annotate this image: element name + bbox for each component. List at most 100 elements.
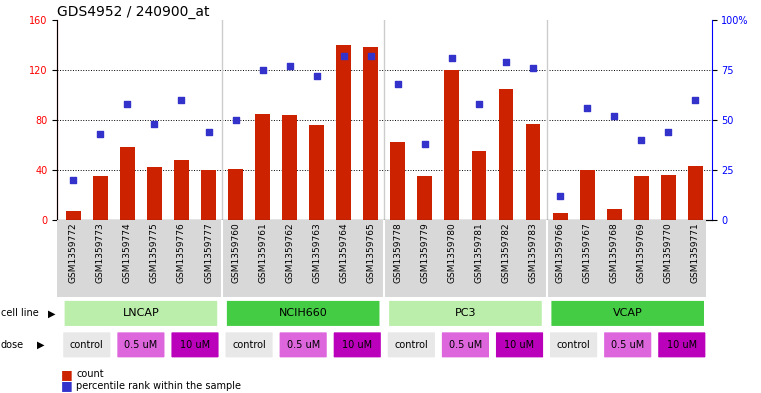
Text: 10 uM: 10 uM — [667, 340, 697, 350]
Text: LNCAP: LNCAP — [123, 309, 159, 318]
Text: ▶: ▶ — [37, 340, 44, 350]
Text: control: control — [557, 340, 591, 350]
Text: count: count — [76, 369, 103, 379]
FancyBboxPatch shape — [224, 331, 274, 358]
Point — [500, 59, 512, 65]
Text: GSM1359769: GSM1359769 — [637, 222, 646, 283]
FancyBboxPatch shape — [116, 331, 166, 358]
Text: GSM1359778: GSM1359778 — [393, 222, 403, 283]
Point — [148, 121, 161, 127]
Bar — [201, 170, 216, 220]
Point — [338, 53, 350, 59]
Text: control: control — [394, 340, 428, 350]
FancyBboxPatch shape — [333, 331, 382, 358]
Text: GSM1359766: GSM1359766 — [556, 222, 565, 283]
Text: 10 uM: 10 uM — [180, 340, 210, 350]
Text: GSM1359779: GSM1359779 — [420, 222, 429, 283]
Text: percentile rank within the sample: percentile rank within the sample — [76, 381, 241, 391]
FancyBboxPatch shape — [658, 331, 706, 358]
FancyBboxPatch shape — [441, 331, 490, 358]
Text: 0.5 uM: 0.5 uM — [124, 340, 158, 350]
FancyBboxPatch shape — [64, 300, 218, 327]
Point — [608, 113, 620, 119]
Bar — [309, 125, 324, 220]
Point — [635, 137, 648, 143]
Text: GSM1359773: GSM1359773 — [96, 222, 105, 283]
Text: ■: ■ — [61, 367, 72, 381]
Text: VCAP: VCAP — [613, 309, 642, 318]
Text: GSM1359775: GSM1359775 — [150, 222, 159, 283]
Bar — [661, 175, 676, 220]
Text: GSM1359765: GSM1359765 — [366, 222, 375, 283]
Text: control: control — [70, 340, 103, 350]
Text: GSM1359761: GSM1359761 — [258, 222, 267, 283]
Text: 0.5 uM: 0.5 uM — [287, 340, 320, 350]
Point — [419, 141, 431, 147]
Text: GSM1359762: GSM1359762 — [285, 222, 295, 283]
Text: GSM1359783: GSM1359783 — [529, 222, 537, 283]
FancyBboxPatch shape — [62, 331, 111, 358]
Bar — [174, 160, 189, 220]
Text: GSM1359774: GSM1359774 — [123, 222, 132, 283]
Point — [446, 55, 458, 61]
Bar — [255, 114, 270, 220]
Point — [230, 117, 242, 123]
Text: NCIH660: NCIH660 — [279, 309, 327, 318]
Point — [202, 129, 215, 135]
Text: 10 uM: 10 uM — [505, 340, 534, 350]
FancyBboxPatch shape — [495, 331, 544, 358]
Bar — [93, 176, 108, 220]
Text: ■: ■ — [61, 379, 72, 393]
FancyBboxPatch shape — [226, 300, 380, 327]
Text: GSM1359770: GSM1359770 — [664, 222, 673, 283]
Text: control: control — [232, 340, 266, 350]
Bar — [390, 142, 406, 220]
Point — [365, 53, 377, 59]
Bar — [634, 176, 648, 220]
FancyBboxPatch shape — [550, 300, 705, 327]
Bar — [526, 124, 540, 220]
Bar — [552, 213, 568, 220]
Text: GSM1359782: GSM1359782 — [501, 222, 511, 283]
Point — [67, 177, 79, 183]
Bar — [688, 166, 702, 220]
Bar — [336, 45, 351, 220]
Bar — [228, 169, 243, 220]
Text: GSM1359767: GSM1359767 — [583, 222, 591, 283]
Bar — [418, 176, 432, 220]
Text: GDS4952 / 240900_at: GDS4952 / 240900_at — [57, 5, 209, 18]
Bar — [472, 151, 486, 220]
Text: GSM1359760: GSM1359760 — [231, 222, 240, 283]
Text: dose: dose — [1, 340, 24, 350]
Point — [392, 81, 404, 87]
Point — [94, 131, 107, 137]
Text: GSM1359780: GSM1359780 — [447, 222, 457, 283]
Point — [175, 97, 187, 103]
Point — [527, 64, 539, 71]
Point — [581, 105, 594, 111]
Point — [473, 101, 485, 107]
Point — [256, 67, 269, 73]
Bar — [147, 167, 162, 220]
Bar — [66, 211, 81, 220]
Bar — [363, 47, 378, 220]
FancyBboxPatch shape — [170, 331, 220, 358]
Text: GSM1359764: GSM1359764 — [339, 222, 349, 283]
Point — [284, 62, 296, 69]
Point — [662, 129, 674, 135]
FancyBboxPatch shape — [387, 331, 436, 358]
Point — [554, 193, 566, 199]
Text: 0.5 uM: 0.5 uM — [449, 340, 482, 350]
Bar — [444, 70, 460, 220]
Text: GSM1359772: GSM1359772 — [68, 222, 78, 283]
Text: PC3: PC3 — [454, 309, 476, 318]
Text: GSM1359768: GSM1359768 — [610, 222, 619, 283]
Text: cell line: cell line — [1, 309, 39, 318]
Point — [121, 101, 133, 107]
Bar — [580, 170, 594, 220]
FancyBboxPatch shape — [549, 331, 598, 358]
Bar — [120, 147, 135, 220]
Text: GSM1359777: GSM1359777 — [204, 222, 213, 283]
Text: GSM1359776: GSM1359776 — [177, 222, 186, 283]
Text: ▶: ▶ — [48, 309, 56, 318]
